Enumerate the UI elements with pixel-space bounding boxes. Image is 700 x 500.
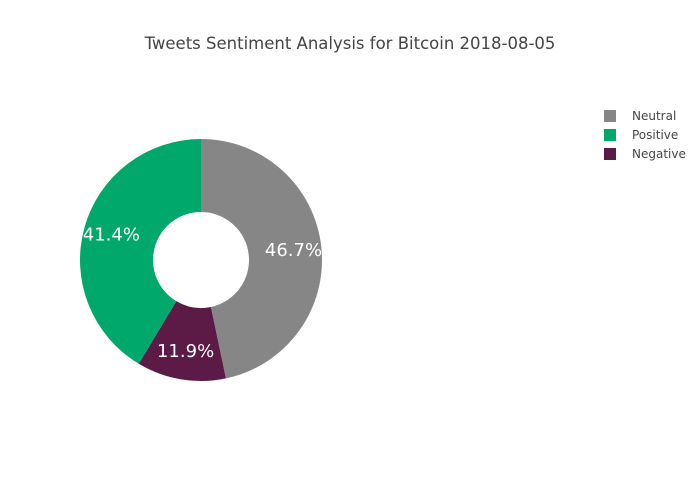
legend-swatch-positive	[604, 128, 616, 141]
slice-label-negative: 11.9%	[157, 341, 214, 362]
legend-item-negative[interactable]: Negative	[604, 144, 686, 163]
legend-label-positive: Positive	[632, 127, 679, 142]
legend-item-neutral[interactable]: Neutral	[604, 106, 686, 125]
legend-swatch-negative	[604, 147, 616, 160]
legend-label-neutral: Neutral	[632, 108, 677, 123]
slice-positive[interactable]	[80, 139, 201, 364]
legend: Neutral Positive Negative	[604, 106, 686, 163]
chart-title: Tweets Sentiment Analysis for Bitcoin 20…	[144, 34, 556, 53]
legend-item-positive[interactable]: Positive	[604, 125, 686, 144]
slice-neutral[interactable]	[201, 139, 322, 379]
legend-label-negative: Negative	[632, 146, 686, 161]
legend-swatch-neutral	[604, 109, 616, 122]
slice-label-neutral: 46.7%	[265, 240, 322, 261]
slice-negative[interactable]	[138, 301, 226, 381]
slice-label-positive: 41.4%	[83, 225, 140, 246]
